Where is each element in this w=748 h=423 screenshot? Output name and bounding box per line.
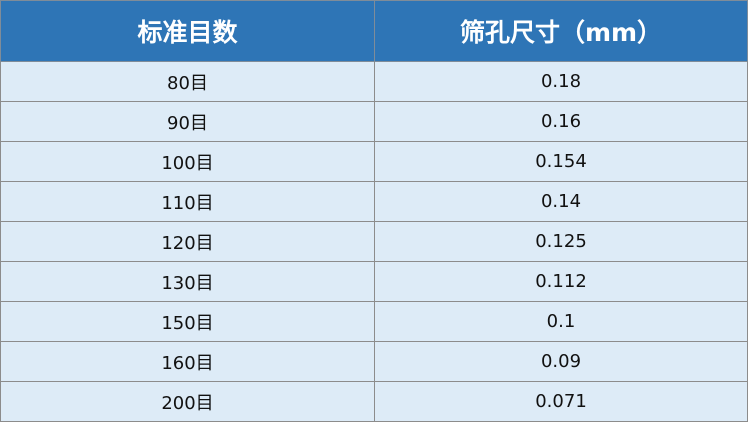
mesh-cell: 80目 <box>0 61 375 102</box>
table-row: 130目 0.112 <box>0 261 748 302</box>
mesh-cell: 120目 <box>0 221 375 262</box>
aperture-cell: 0.071 <box>374 381 748 422</box>
aperture-cell: 0.09 <box>374 341 748 382</box>
aperture-cell: 0.16 <box>374 101 748 142</box>
mesh-cell: 100目 <box>0 141 375 182</box>
mesh-cell: 130目 <box>0 261 375 302</box>
table-row: 160目 0.09 <box>0 341 748 382</box>
mesh-cell: 160目 <box>0 341 375 382</box>
table-row: 150目 0.1 <box>0 301 748 342</box>
aperture-cell: 0.154 <box>374 141 748 182</box>
mesh-cell: 200目 <box>0 381 375 422</box>
table-row: 100目 0.154 <box>0 141 748 182</box>
table-row: 120目 0.125 <box>0 221 748 262</box>
table-row: 110目 0.14 <box>0 181 748 222</box>
table-row: 90目 0.16 <box>0 101 748 142</box>
table-row: 80目 0.18 <box>0 61 748 102</box>
table-row: 200目 0.071 <box>0 381 748 422</box>
aperture-cell: 0.18 <box>374 61 748 102</box>
aperture-cell: 0.112 <box>374 261 748 302</box>
aperture-cell: 0.1 <box>374 301 748 342</box>
header-standard-mesh: 标准目数 <box>0 0 375 62</box>
mesh-cell: 90目 <box>0 101 375 142</box>
header-row: 标准目数 筛孔尺寸（mm） <box>0 0 748 62</box>
mesh-cell: 110目 <box>0 181 375 222</box>
mesh-cell: 150目 <box>0 301 375 342</box>
aperture-cell: 0.125 <box>374 221 748 262</box>
header-aperture-size: 筛孔尺寸（mm） <box>374 0 748 62</box>
aperture-cell: 0.14 <box>374 181 748 222</box>
